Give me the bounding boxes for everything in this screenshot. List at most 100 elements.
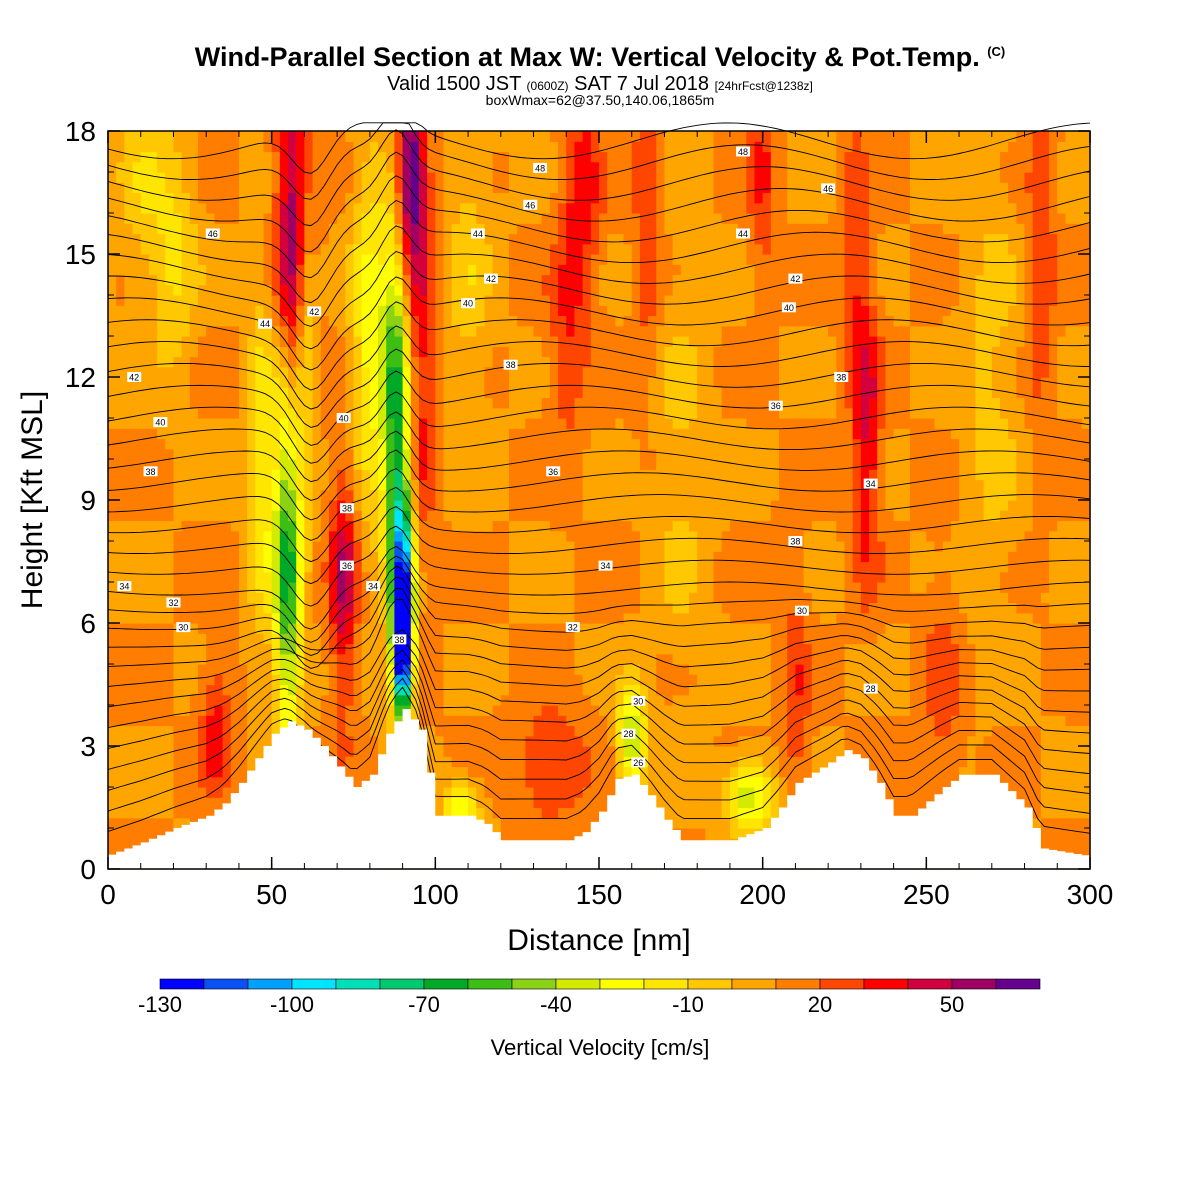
w-cell	[189, 161, 199, 173]
w-cell	[386, 510, 396, 522]
w-cell	[549, 356, 559, 368]
w-cell	[296, 438, 305, 450]
w-cell	[664, 530, 674, 542]
w-cell	[247, 366, 256, 378]
w-cell	[402, 397, 412, 409]
w-cell	[206, 284, 215, 296]
w-cell	[492, 346, 502, 358]
w-cell	[353, 315, 363, 327]
w-cell	[279, 551, 289, 563]
w-cell	[238, 295, 248, 306]
w-cell	[369, 202, 379, 214]
w-cell	[165, 500, 175, 511]
w-cell	[631, 243, 641, 255]
w-cell	[206, 428, 215, 440]
w-cell	[566, 336, 576, 347]
w-cell	[615, 151, 625, 163]
w-cell	[140, 500, 150, 511]
w-cell	[664, 182, 674, 194]
w-cell	[631, 182, 641, 194]
w-cell	[558, 264, 567, 276]
w-cell	[288, 141, 297, 153]
w-cell	[443, 551, 453, 563]
w-cell	[549, 623, 559, 634]
w-cell	[582, 274, 592, 286]
w-cell	[320, 243, 330, 255]
w-cell	[492, 500, 502, 511]
w-cell	[279, 141, 289, 153]
w-cell	[517, 151, 526, 163]
w-cell	[369, 233, 379, 245]
w-cell	[623, 694, 633, 706]
w-cell	[672, 633, 682, 645]
w-cell	[304, 407, 314, 419]
w-cell	[255, 131, 265, 142]
w-cell	[648, 664, 657, 675]
w-cell	[312, 213, 322, 224]
w-cell	[222, 571, 232, 583]
w-cell	[582, 182, 592, 194]
w-cell	[108, 397, 117, 409]
w-cell	[443, 387, 453, 399]
w-cell	[189, 428, 199, 440]
w-cell	[296, 479, 305, 491]
w-cell	[132, 694, 142, 706]
w-cell	[566, 428, 576, 440]
w-cell	[337, 192, 346, 204]
w-cell	[607, 664, 616, 675]
w-cell	[418, 346, 428, 358]
w-cell	[582, 366, 592, 378]
w-cell	[435, 530, 445, 542]
w-cell	[607, 448, 616, 460]
w-cell	[198, 797, 207, 809]
w-cell	[443, 254, 453, 265]
w-cell	[140, 612, 150, 624]
w-cell	[500, 469, 510, 481]
w-cell	[238, 520, 248, 532]
w-cell	[189, 602, 199, 614]
w-cell	[410, 438, 420, 450]
w-cell	[369, 418, 379, 429]
w-cell	[189, 233, 199, 245]
w-cell	[508, 500, 518, 511]
w-cell	[255, 592, 265, 604]
w-cell	[116, 541, 125, 552]
w-cell	[607, 571, 616, 583]
w-cell	[320, 500, 330, 511]
w-cell	[427, 192, 436, 204]
w-cell	[517, 202, 526, 214]
w-cell	[296, 530, 305, 542]
w-cell	[459, 766, 469, 778]
w-cell	[566, 633, 576, 645]
w-cell	[378, 182, 387, 194]
w-cell	[525, 377, 535, 388]
w-cell	[148, 715, 158, 727]
w-cell	[558, 541, 567, 552]
w-cell	[222, 582, 232, 593]
w-cell	[189, 510, 199, 522]
w-cell	[108, 530, 117, 542]
w-cell	[214, 705, 224, 716]
w-cell	[353, 571, 363, 583]
w-cell	[255, 182, 265, 194]
w-cell	[271, 407, 281, 419]
w-cell	[541, 592, 551, 604]
w-cell	[157, 284, 166, 296]
w-cell	[410, 141, 420, 153]
w-cell	[247, 623, 256, 634]
w-cell	[525, 407, 535, 419]
w-cell	[672, 787, 682, 798]
w-cell	[271, 161, 281, 173]
w-cell	[173, 551, 183, 563]
w-cell	[222, 766, 232, 778]
w-cell	[590, 305, 600, 317]
w-cell	[623, 377, 633, 388]
w-cell	[271, 151, 281, 163]
w-cell	[361, 161, 371, 173]
w-cell	[206, 715, 215, 727]
w-cell	[369, 243, 379, 255]
w-cell	[500, 489, 510, 501]
w-cell	[279, 510, 289, 522]
w-cell	[566, 612, 576, 624]
w-cell	[549, 602, 559, 614]
